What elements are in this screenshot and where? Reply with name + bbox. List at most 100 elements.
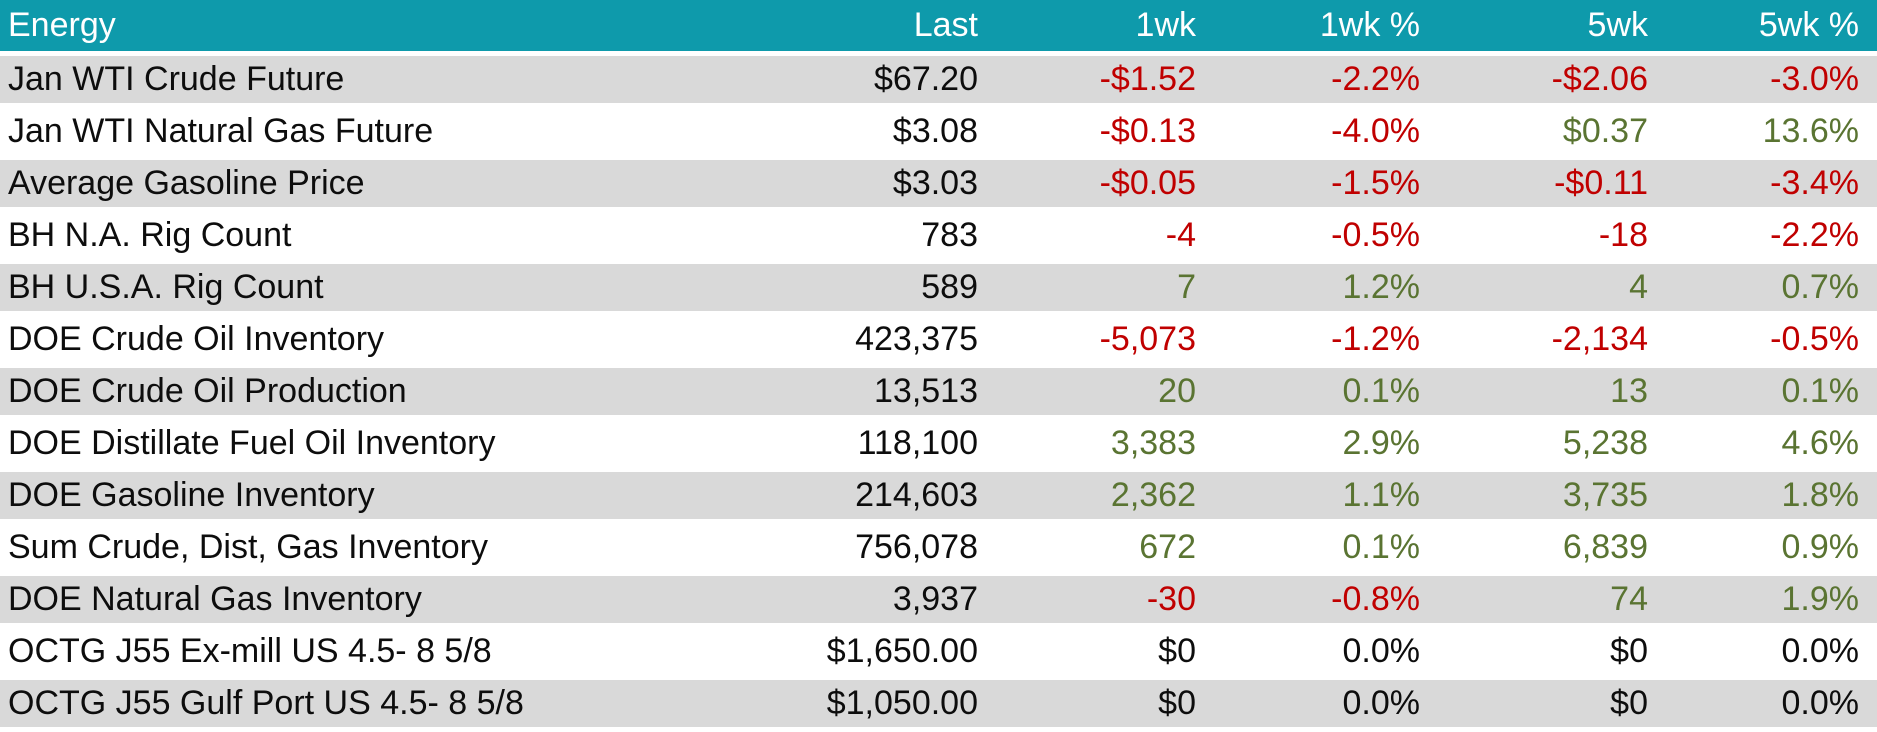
table-row: Jan WTI Crude Future $67.20 -$1.52 -2.2%…: [0, 56, 1877, 108]
cell-5wk[interactable]: -2,134: [1551, 320, 1648, 358]
cell-1wk-pct[interactable]: -2.2%: [1331, 60, 1420, 98]
cell-last[interactable]: $1,650.00: [826, 632, 978, 670]
cell-1wk-pct[interactable]: 0.1%: [1342, 372, 1421, 410]
column-header-last[interactable]: Last: [913, 6, 978, 44]
cell-1wk[interactable]: 7: [1177, 268, 1196, 306]
cell-5wk-pct[interactable]: 0.0%: [1781, 632, 1860, 670]
cell-1wk-pct[interactable]: -1.2%: [1331, 320, 1420, 358]
cell-energy-label[interactable]: BH U.S.A. Rig Count: [8, 268, 324, 306]
cell-5wk-pct[interactable]: 1.9%: [1781, 580, 1860, 618]
cell-1wk-pct[interactable]: 0.1%: [1342, 528, 1421, 566]
cell-last[interactable]: $1,050.00: [826, 684, 978, 722]
cell-last[interactable]: 214,603: [855, 476, 978, 514]
cell-1wk-pct[interactable]: -0.5%: [1331, 216, 1420, 254]
cell-5wk-pct[interactable]: 0.1%: [1781, 372, 1860, 410]
cell-1wk[interactable]: -30: [1146, 580, 1196, 618]
cell-1wk[interactable]: 2,362: [1110, 476, 1196, 514]
table-row: DOE Natural Gas Inventory 3,937 -30 -0.8…: [0, 576, 1877, 628]
cell-energy-label[interactable]: Jan WTI Crude Future: [8, 60, 345, 98]
table-row: BH N.A. Rig Count 783 -4 -0.5% -18 -2.2%: [0, 212, 1877, 264]
cell-1wk[interactable]: -$0.13: [1099, 112, 1196, 150]
cell-5wk-pct[interactable]: 0.7%: [1781, 268, 1860, 306]
cell-energy-label[interactable]: DOE Crude Oil Production: [8, 372, 407, 410]
table-row: Jan WTI Natural Gas Future $3.08 -$0.13 …: [0, 108, 1877, 160]
table-row: DOE Crude Oil Production 13,513 20 0.1% …: [0, 368, 1877, 420]
cell-1wk-pct[interactable]: 2.9%: [1342, 424, 1421, 462]
cell-1wk-pct[interactable]: 1.2%: [1342, 268, 1421, 306]
cell-last[interactable]: 3,937: [892, 580, 978, 618]
column-header-1wk[interactable]: 1wk: [1135, 6, 1196, 44]
cell-5wk-pct[interactable]: -3.0%: [1770, 60, 1859, 98]
cell-1wk[interactable]: -$1.52: [1099, 60, 1196, 98]
cell-last[interactable]: 423,375: [855, 320, 978, 358]
cell-5wk[interactable]: 13: [1610, 372, 1648, 410]
column-header-1wk-pct[interactable]: 1wk %: [1319, 6, 1420, 44]
cell-5wk-pct[interactable]: -0.5%: [1770, 320, 1859, 358]
table-header-row: Energy Last 1wk 1wk % 5wk 5wk %: [0, 0, 1877, 56]
cell-last[interactable]: 118,100: [857, 424, 978, 462]
cell-5wk-pct[interactable]: -3.4%: [1770, 164, 1859, 202]
column-header-5wk[interactable]: 5wk: [1587, 6, 1648, 44]
cell-last[interactable]: 13,513: [874, 372, 978, 410]
cell-1wk[interactable]: -5,073: [1099, 320, 1196, 358]
cell-last[interactable]: $3.03: [892, 164, 978, 202]
cell-1wk-pct[interactable]: 0.0%: [1342, 632, 1421, 670]
cell-5wk-pct[interactable]: 0.0%: [1781, 684, 1860, 722]
cell-5wk[interactable]: $0: [1610, 684, 1648, 722]
cell-last[interactable]: $3.08: [892, 112, 978, 150]
cell-5wk[interactable]: 74: [1610, 580, 1648, 618]
cell-energy-label[interactable]: Sum Crude, Dist, Gas Inventory: [8, 528, 488, 566]
cell-1wk-pct[interactable]: 0.0%: [1342, 684, 1421, 722]
cell-energy-label[interactable]: BH N.A. Rig Count: [8, 216, 292, 254]
table-body: Jan WTI Crude Future $67.20 -$1.52 -2.2%…: [0, 56, 1877, 732]
cell-energy-label[interactable]: DOE Gasoline Inventory: [8, 476, 375, 514]
cell-5wk[interactable]: 6,839: [1562, 528, 1648, 566]
cell-5wk-pct[interactable]: -2.2%: [1770, 216, 1859, 254]
cell-energy-label[interactable]: Average Gasoline Price: [8, 164, 365, 202]
column-header-5wk-pct[interactable]: 5wk %: [1758, 6, 1859, 44]
cell-energy-label[interactable]: DOE Crude Oil Inventory: [8, 320, 385, 358]
cell-1wk[interactable]: $0: [1158, 684, 1196, 722]
cell-energy-label[interactable]: OCTG J55 Ex-mill US 4.5- 8 5/8: [8, 632, 492, 670]
cell-last[interactable]: 756,078: [855, 528, 978, 566]
cell-5wk-pct[interactable]: 13.6%: [1762, 112, 1859, 150]
cell-energy-label[interactable]: Jan WTI Natural Gas Future: [8, 112, 434, 150]
cell-energy-label[interactable]: DOE Distillate Fuel Oil Inventory: [8, 424, 496, 462]
cell-1wk-pct[interactable]: -1.5%: [1331, 164, 1420, 202]
cell-5wk-pct[interactable]: 4.6%: [1781, 424, 1860, 462]
table-row: Average Gasoline Price $3.03 -$0.05 -1.5…: [0, 160, 1877, 212]
cell-5wk[interactable]: $0: [1610, 632, 1648, 670]
cell-energy-label[interactable]: OCTG J55 Gulf Port US 4.5- 8 5/8: [8, 684, 524, 722]
cell-5wk[interactable]: 3,735: [1562, 476, 1648, 514]
cell-5wk[interactable]: -$2.06: [1551, 60, 1648, 98]
cell-energy-label[interactable]: DOE Natural Gas Inventory: [8, 580, 422, 618]
cell-1wk[interactable]: -4: [1165, 216, 1196, 254]
cell-1wk-pct[interactable]: -4.0%: [1331, 112, 1420, 150]
cell-1wk[interactable]: 672: [1139, 528, 1196, 566]
cell-last[interactable]: 783: [921, 216, 978, 254]
table-row: OCTG J55 Gulf Port US 4.5- 8 5/8 $1,050.…: [0, 680, 1877, 732]
cell-last[interactable]: 589: [921, 268, 978, 306]
table-row: DOE Distillate Fuel Oil Inventory 118,10…: [0, 420, 1877, 472]
cell-5wk-pct[interactable]: 0.9%: [1781, 528, 1860, 566]
cell-5wk[interactable]: -$0.11: [1554, 164, 1648, 202]
table-row: OCTG J55 Ex-mill US 4.5- 8 5/8 $1,650.00…: [0, 628, 1877, 680]
table-row: Sum Crude, Dist, Gas Inventory 756,078 6…: [0, 524, 1877, 576]
column-header-energy[interactable]: Energy: [8, 6, 116, 44]
cell-1wk[interactable]: 3,383: [1110, 424, 1196, 462]
cell-1wk[interactable]: -$0.05: [1099, 164, 1196, 202]
cell-5wk-pct[interactable]: 1.8%: [1781, 476, 1860, 514]
cell-5wk[interactable]: $0.37: [1562, 112, 1648, 150]
cell-5wk[interactable]: 4: [1629, 268, 1648, 306]
cell-5wk[interactable]: -18: [1598, 216, 1648, 254]
cell-1wk-pct[interactable]: 1.1%: [1342, 476, 1421, 514]
cell-last[interactable]: $67.20: [874, 60, 978, 98]
table-row: DOE Gasoline Inventory 214,603 2,362 1.1…: [0, 472, 1877, 524]
cell-5wk[interactable]: 5,238: [1562, 424, 1648, 462]
cell-1wk[interactable]: $0: [1158, 632, 1196, 670]
cell-1wk[interactable]: 20: [1158, 372, 1196, 410]
table-row: DOE Crude Oil Inventory 423,375 -5,073 -…: [0, 316, 1877, 368]
cell-1wk-pct[interactable]: -0.8%: [1331, 580, 1420, 618]
table-row: BH U.S.A. Rig Count 589 7 1.2% 4 0.7%: [0, 264, 1877, 316]
